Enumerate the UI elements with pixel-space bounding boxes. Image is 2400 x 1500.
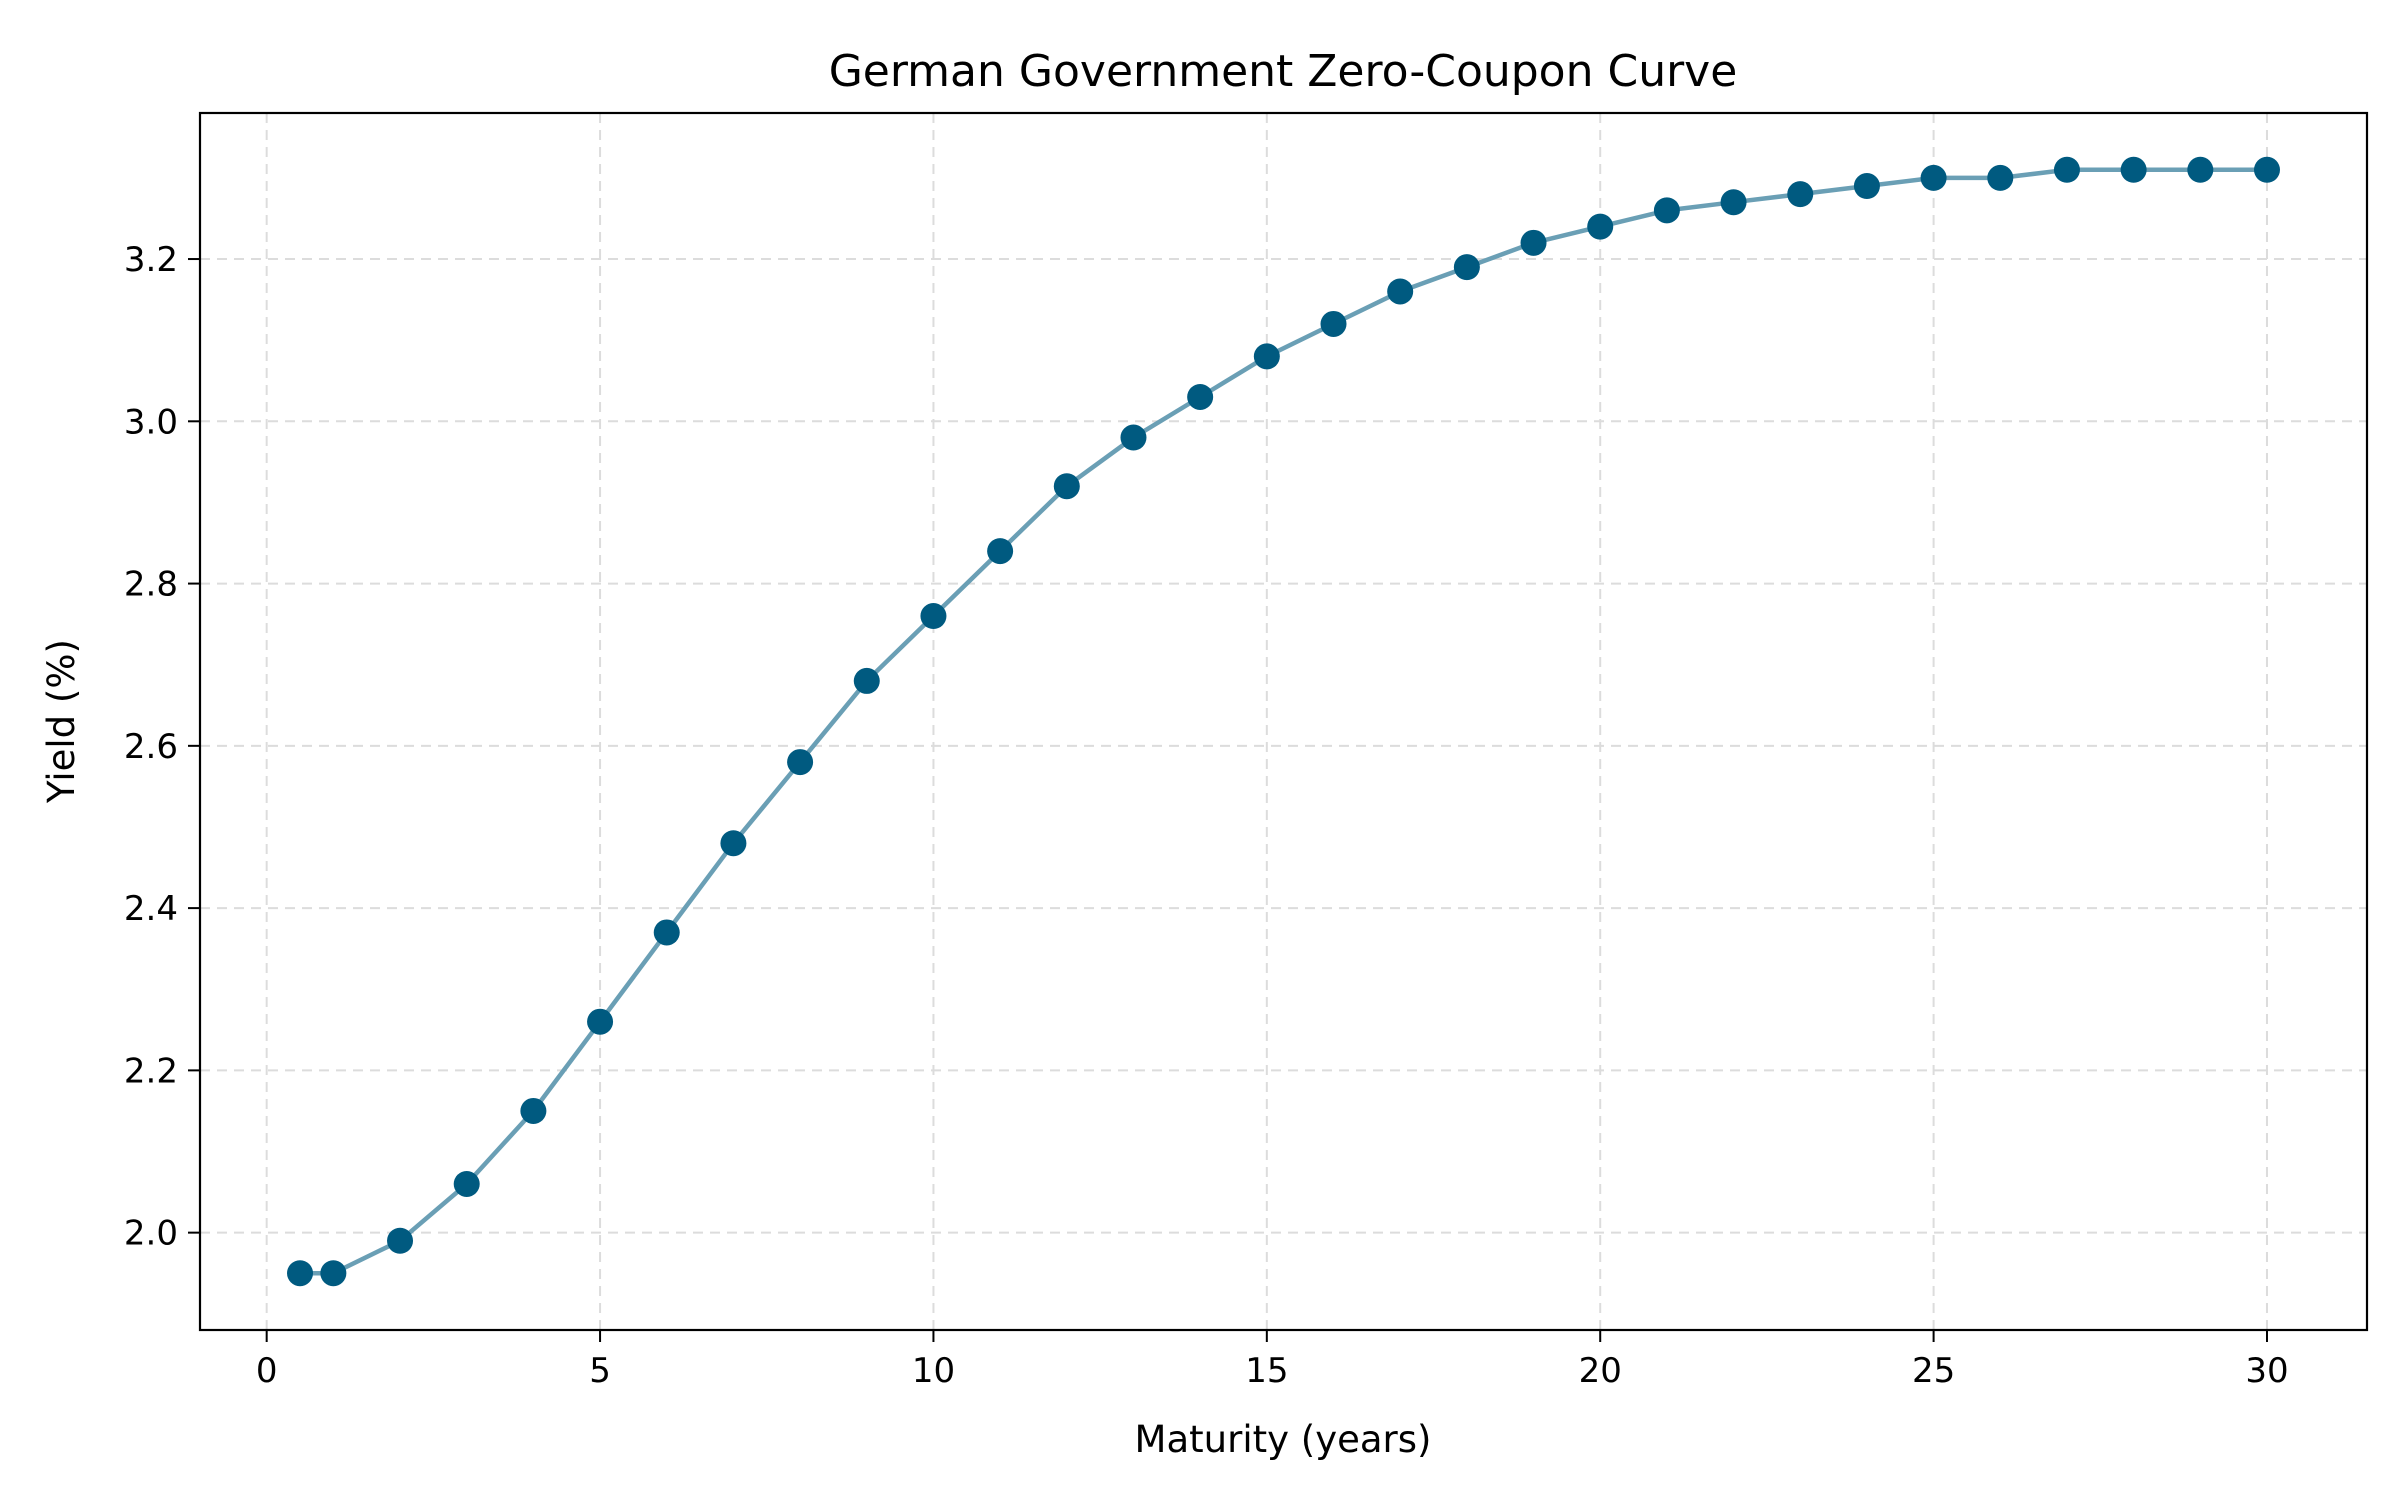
data-point	[987, 538, 1014, 565]
data-point	[1987, 164, 2014, 191]
y-tick-label: 2.8	[124, 565, 178, 605]
x-tick-label: 25	[1912, 1351, 1955, 1391]
y-tick-label: 2.2	[124, 1051, 178, 1091]
axis-ticks: 0 5 10 15 20 25 30 2.0 2.2 2.4 2.6 2.8 3.0 3.2	[124, 240, 2289, 1391]
y-tick-label: 3.2	[124, 240, 178, 280]
data-point	[2187, 156, 2214, 183]
data-point	[787, 749, 814, 776]
data-point	[653, 919, 680, 946]
data-point	[1653, 197, 1680, 224]
data-point	[2253, 156, 2280, 183]
series-line	[300, 167, 2267, 1276]
data-point	[2053, 156, 2080, 183]
data-point	[2120, 156, 2147, 183]
data-point	[920, 603, 947, 630]
data-point	[1520, 229, 1547, 256]
data-point	[387, 1227, 414, 1254]
data-point	[1787, 181, 1814, 208]
grid	[200, 113, 2367, 1330]
data-point	[1387, 278, 1414, 305]
data-point	[1453, 254, 1480, 281]
series-layer	[287, 156, 2280, 1287]
data-point	[853, 667, 880, 694]
x-tick-label: 15	[1245, 1351, 1288, 1391]
y-tick-label: 2.0	[124, 1214, 178, 1254]
data-point	[1120, 424, 1147, 451]
data-point	[1187, 383, 1214, 410]
data-point	[1853, 173, 1880, 200]
data-point	[1720, 189, 1747, 216]
x-tick-label: 0	[256, 1351, 278, 1391]
data-point	[453, 1170, 480, 1197]
data-point	[1053, 473, 1080, 500]
data-point	[1920, 164, 1947, 191]
data-point	[287, 1260, 314, 1287]
y-tick-label: 2.4	[124, 889, 178, 929]
x-axis-label: Maturity (years)	[1135, 1418, 1432, 1461]
x-tick-label: 20	[1579, 1351, 1622, 1391]
x-tick-label: 10	[912, 1351, 955, 1391]
data-point	[587, 1008, 614, 1035]
x-tick-label: 5	[589, 1351, 611, 1391]
y-tick-label: 3.0	[124, 402, 178, 442]
y-tick-label: 2.6	[124, 727, 178, 767]
x-tick-label: 30	[2245, 1351, 2288, 1391]
chart-title: German Government Zero-Coupon Curve	[829, 46, 1738, 97]
data-point	[720, 830, 747, 857]
data-point	[1320, 310, 1347, 337]
data-point	[1587, 213, 1614, 240]
plot-frame	[198, 111, 2369, 1332]
data-point	[1253, 343, 1280, 370]
data-point	[520, 1097, 547, 1124]
data-point	[320, 1260, 347, 1287]
y-axis-label: Yield (%)	[40, 639, 83, 804]
